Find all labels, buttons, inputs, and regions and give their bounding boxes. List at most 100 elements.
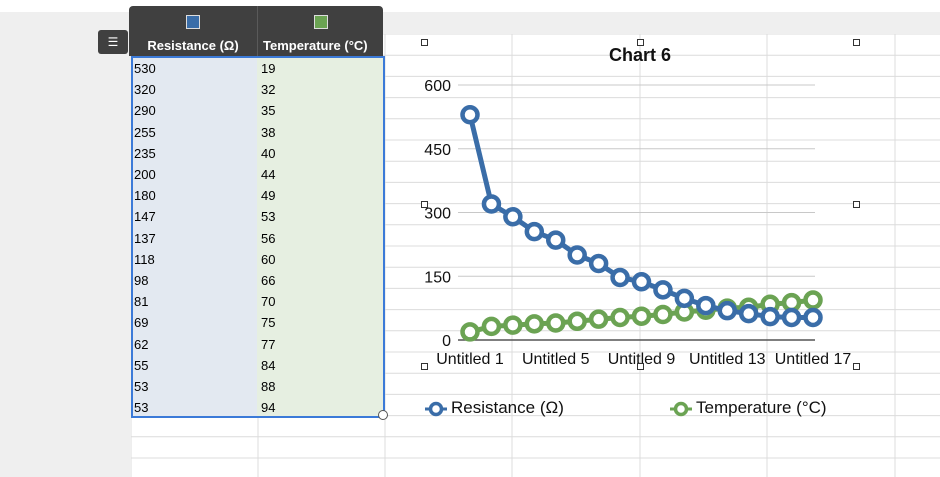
table-row: 55 84 — [131, 353, 383, 374]
data-point-temperature — [567, 311, 587, 332]
temperature-cell[interactable]: 19 — [261, 61, 276, 76]
resistance-cell[interactable]: 180 — [134, 188, 156, 204]
temperature-cell[interactable]: 77 — [261, 336, 276, 352]
resistance-column-fill — [131, 56, 257, 416]
column-header-temperature[interactable]: Temperature (°C) — [257, 6, 384, 56]
y-tick-label: 0 — [442, 333, 451, 350]
resistance-cell[interactable]: 235 — [134, 145, 156, 161]
data-point-temperature — [546, 313, 566, 333]
temperature-column-fill — [257, 56, 383, 416]
data-point-temperature — [653, 304, 673, 325]
table-row: 69 75 — [131, 310, 383, 331]
temperature-cell[interactable]: 56 — [261, 230, 276, 246]
x-tick-label: Untitled 1 — [436, 351, 504, 368]
y-tick-label: 600 — [424, 78, 451, 95]
temperature-cell[interactable]: 88 — [261, 379, 276, 394]
y-tick-label: 300 — [424, 206, 451, 223]
table-row: 200 44 — [131, 162, 383, 183]
resistance-cell[interactable]: 98 — [134, 273, 149, 288]
data-point-temperature — [588, 309, 609, 329]
data-point-resistance — [546, 230, 566, 250]
resistance-cell[interactable]: 53 — [134, 379, 149, 394]
resistance-cell[interactable]: 290 — [134, 103, 156, 119]
resistance-cell[interactable]: 320 — [134, 82, 156, 98]
column-label-temperature: Temperature (°C) — [263, 38, 368, 53]
chart-resize-handle[interactable] — [421, 201, 428, 208]
column-label-resistance: Resistance (Ω) — [147, 38, 239, 53]
temperature-cell[interactable]: 60 — [261, 251, 276, 267]
column-menu-icon[interactable]: ☰ — [98, 30, 128, 54]
data-point-resistance — [781, 307, 802, 328]
table-row: 98 66 — [131, 268, 383, 289]
data-point-temperature — [503, 315, 523, 335]
table-row: 53 88 — [131, 374, 383, 395]
resistance-cell[interactable]: 69 — [134, 315, 149, 331]
table-row: 147 53 — [131, 204, 383, 225]
chart-resize-handle[interactable] — [853, 201, 860, 208]
resistance-cell[interactable]: 81 — [134, 294, 149, 310]
temperature-cell[interactable]: 40 — [261, 145, 276, 161]
table-row: 118 60 — [131, 247, 383, 268]
temperature-cell[interactable]: 44 — [261, 167, 276, 182]
series-color-swatch-resistance[interactable] — [186, 15, 200, 29]
resistance-cell[interactable]: 200 — [134, 167, 156, 182]
data-point-resistance — [460, 105, 480, 125]
chart-resize-handle[interactable] — [853, 39, 860, 46]
chart-title[interactable]: Chart 6 — [608, 45, 671, 65]
temperature-cell[interactable]: 49 — [261, 188, 276, 204]
temperature-cell[interactable]: 84 — [261, 357, 276, 373]
resistance-cell[interactable]: 530 — [134, 61, 156, 76]
table-row: 255 38 — [131, 120, 383, 141]
data-point-resistance — [588, 253, 609, 274]
chart-resize-handle[interactable] — [421, 39, 428, 46]
data-point-resistance — [717, 300, 737, 321]
data-point-resistance — [481, 194, 502, 214]
temperature-cell[interactable]: 32 — [261, 82, 276, 98]
data-point-resistance — [631, 272, 652, 292]
y-tick-label: 150 — [424, 269, 451, 286]
data-point-resistance — [760, 306, 780, 327]
resistance-cell[interactable]: 55 — [134, 357, 149, 373]
chart-resize-handle[interactable] — [853, 363, 860, 370]
resistance-cell[interactable]: 137 — [134, 230, 156, 246]
table-header: Resistance (Ω) Temperature (°C) — [129, 6, 383, 56]
temperature-cell[interactable]: 53 — [261, 209, 276, 225]
data-point-temperature — [610, 307, 630, 328]
temperature-cell[interactable]: 94 — [261, 400, 276, 416]
chart-resize-handle[interactable] — [637, 39, 644, 46]
data-point-resistance — [696, 295, 716, 316]
data-point-resistance — [738, 303, 759, 324]
table-row: 62 77 — [131, 332, 383, 353]
temperature-cell[interactable]: 35 — [261, 103, 276, 119]
table-row: 53 94 — [131, 395, 383, 416]
table-row: 235 40 — [131, 141, 383, 162]
resistance-cell[interactable]: 118 — [134, 251, 155, 267]
data-point-resistance — [503, 207, 523, 227]
table-row: 137 56 — [131, 226, 383, 247]
resistance-cell[interactable]: 255 — [134, 124, 156, 140]
column-header-resistance[interactable]: Resistance (Ω) — [129, 6, 257, 56]
legend-label-resistance: Resistance (Ω) — [451, 398, 564, 417]
table-row: 320 32 — [131, 77, 383, 98]
data-point-temperature — [524, 314, 545, 334]
table-row: 180 49 — [131, 183, 383, 204]
data-point-resistance — [524, 221, 545, 242]
legend-marker-resistance — [425, 401, 447, 417]
data-point-resistance — [674, 288, 695, 309]
selection-resize-handle[interactable] — [378, 410, 388, 420]
x-tick-label: Untitled 5 — [522, 351, 590, 368]
resistance-cell[interactable]: 62 — [134, 336, 149, 352]
data-point-temperature — [481, 316, 502, 337]
temperature-cell[interactable]: 70 — [261, 294, 276, 310]
temperature-cell[interactable]: 66 — [261, 273, 276, 288]
resistance-cell[interactable]: 53 — [134, 400, 149, 416]
temperature-cell[interactable]: 75 — [261, 315, 276, 331]
resistance-cell[interactable]: 147 — [134, 209, 156, 225]
y-tick-label: 450 — [424, 142, 451, 159]
chart-resize-handle[interactable] — [637, 363, 644, 370]
data-point-temperature — [631, 306, 652, 326]
series-color-swatch-temperature[interactable] — [314, 15, 328, 29]
chart-resize-handle[interactable] — [421, 363, 428, 370]
temperature-cell[interactable]: 38 — [261, 124, 276, 140]
